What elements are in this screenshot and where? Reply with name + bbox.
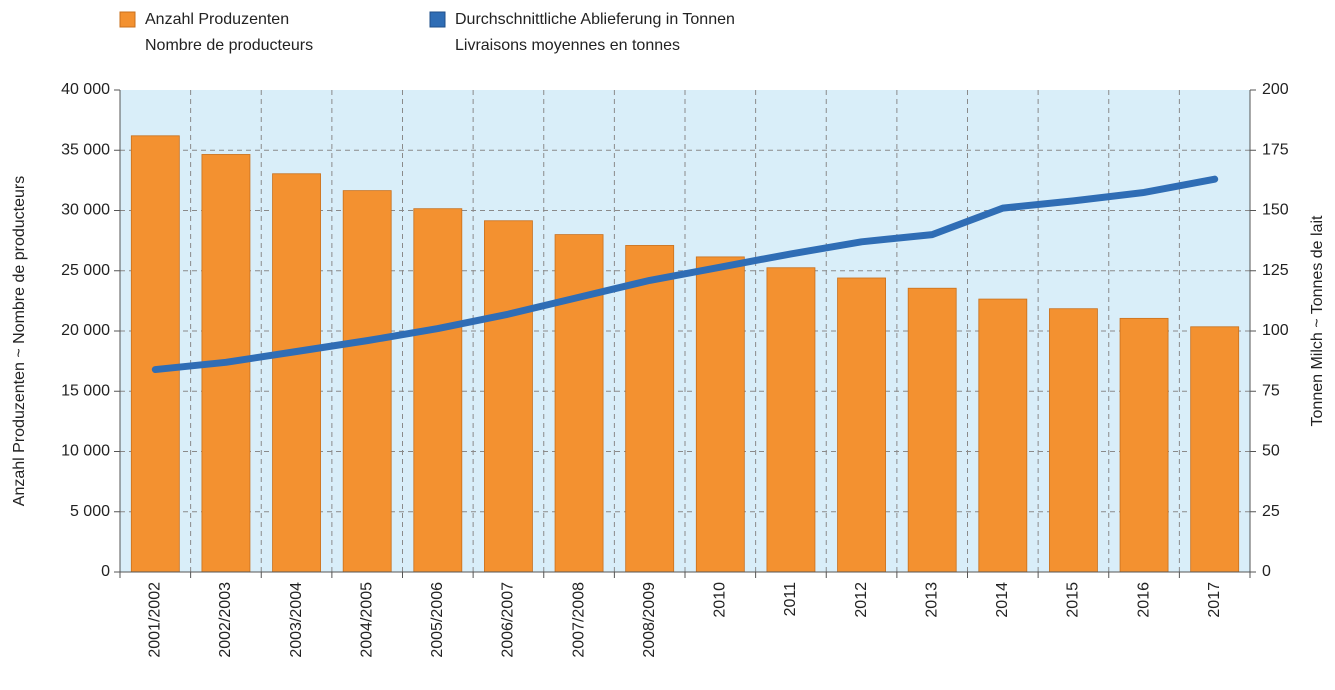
y2-axis-label: Tonnen Milch ~ Tonnes de lait: [1309, 215, 1326, 427]
legend-label: Anzahl Produzenten: [145, 11, 289, 28]
bar: [272, 173, 321, 573]
y-tick-label: 30 000: [61, 202, 110, 219]
bar: [413, 208, 463, 573]
y-tick-label: 20 000: [61, 322, 110, 339]
x-tick-label: 2016: [1135, 582, 1152, 618]
y2-tick-label: 50: [1262, 443, 1280, 460]
x-tick-label: 2002/2003: [217, 582, 234, 658]
bar: [907, 287, 957, 573]
x-tick-label: 2011: [782, 582, 799, 617]
x-tick-label: 2014: [994, 582, 1011, 618]
bar: [625, 245, 675, 573]
bar: [1049, 308, 1098, 573]
y2-tick-label: 125: [1262, 262, 1289, 279]
legend-swatch: [429, 11, 446, 28]
y2-tick-label: 200: [1262, 81, 1289, 98]
y-tick-label: 25 000: [61, 262, 110, 279]
x-tick-label: 2010: [712, 582, 729, 618]
x-tick-label: 2001/2002: [147, 582, 164, 658]
x-tick-label: 2007/2008: [570, 582, 587, 658]
axes: 0 5 000 10 000 15 000 20 000 25 000 30 000 35 0…: [61, 81, 1289, 657]
x-tick-label: 2008/2009: [641, 582, 658, 658]
y2-tick-label: 0: [1262, 563, 1271, 580]
y-tick-label: 15 000: [61, 382, 110, 399]
y2-tick-label: 75: [1262, 382, 1280, 399]
bar: [978, 298, 1028, 573]
legend-label: Nombre de producteurs: [145, 37, 313, 54]
y-tick-label: 0: [101, 563, 110, 580]
x-tick-label: 2005/2006: [429, 582, 446, 658]
bar: [837, 277, 886, 573]
y-tick-label: 35 000: [61, 141, 110, 158]
x-tick-label: 2017: [1206, 582, 1223, 618]
bar: [484, 220, 533, 573]
legend-label: Durchschnittliche Ablieferung in Tonnen: [455, 11, 735, 28]
x-tick-label: 2012: [853, 582, 870, 618]
y2-tick-label: 150: [1262, 202, 1289, 219]
bar: [695, 256, 745, 573]
bar: [1119, 317, 1169, 573]
bar: [130, 135, 180, 573]
legend-swatch: [119, 11, 136, 28]
bar: [766, 267, 816, 573]
y2-tick-label: 25: [1262, 503, 1280, 520]
x-tick-label: 2015: [1065, 582, 1082, 618]
x-tick-label: 2003/2004: [288, 582, 305, 658]
y-tick-label: 10 000: [61, 443, 110, 460]
y-tick-label: 5 000: [70, 503, 110, 520]
bar: [554, 234, 604, 573]
y-tick-label: 40 000: [61, 81, 110, 98]
x-tick-label: 2004/2005: [358, 582, 375, 658]
legend-label: Livraisons moyennes en tonnes: [455, 37, 680, 54]
x-tick-label: 2013: [923, 582, 940, 618]
marks: [130, 135, 1240, 573]
y2-tick-label: 175: [1262, 141, 1289, 158]
x-tick-label: 2006/2007: [500, 582, 517, 658]
y-axis-label: Anzahl Produzenten ~ Nombre de producteu…: [11, 176, 28, 506]
line: [151, 175, 1219, 374]
bar: [1190, 326, 1240, 573]
bar: [342, 190, 392, 573]
y2-tick-label: 100: [1262, 322, 1289, 339]
